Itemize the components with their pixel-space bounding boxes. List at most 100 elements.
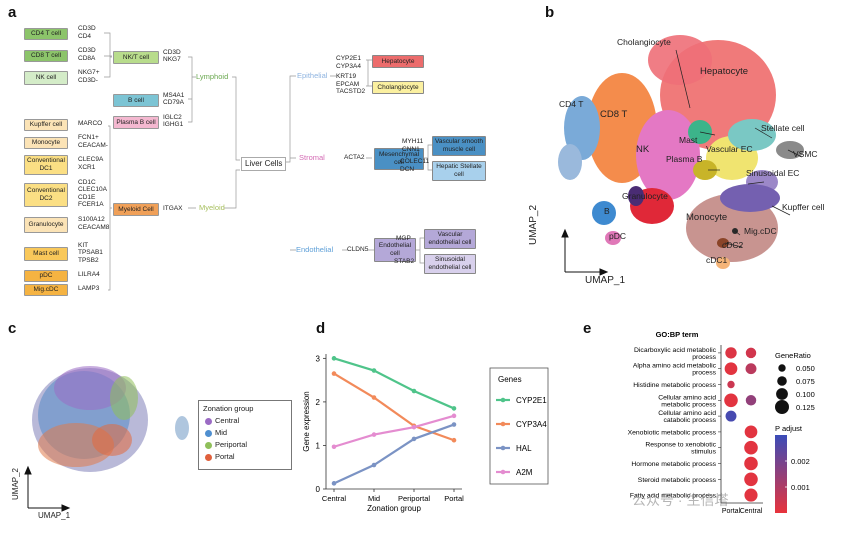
panel-d-letter: d [316, 320, 326, 337]
marker-gene: S100A12 [78, 216, 105, 224]
marker-gene: TPSB2 [78, 256, 99, 264]
cluster-cd4t [564, 96, 600, 160]
celltype-box: Kupffer cell [24, 119, 68, 131]
legend-label: HAL [516, 444, 532, 453]
marker-gene: MGP [396, 235, 411, 242]
go-term-label: catabolic process [663, 417, 716, 424]
celltype-box: CD8 T cell [24, 50, 68, 62]
marker-gene: STAB2 [394, 258, 415, 265]
panel-a-letter: a [8, 4, 17, 21]
marker-gene: TPSAB1 [78, 249, 103, 257]
dotplot-point [744, 472, 758, 487]
cluster-stellate [728, 119, 776, 151]
generatio-legend-label: 0.100 [796, 390, 815, 399]
series-line-hal [333, 423, 455, 485]
x-axis-title: Zonation group [367, 504, 421, 513]
lineage-epithelial: Epithelial [297, 71, 328, 80]
marker-gene: MYH11 [402, 138, 424, 145]
data-point [411, 388, 417, 394]
celltype-box: Endothelial cell [374, 238, 416, 262]
celltype-box: Sinusoidal endothelial cell [424, 254, 476, 274]
generatio-legend-label: 0.050 [796, 364, 815, 373]
umap-cluster-label: CD8 T [600, 109, 628, 120]
marker-gene: EPCAM [336, 80, 360, 88]
x-tick-label: Periportal [398, 494, 430, 503]
cluster-pdc [605, 231, 621, 245]
cluster-kupffer [720, 184, 780, 212]
generatio-legend-dot [776, 388, 788, 400]
umap-cluster-label: Kupffer cell [782, 202, 825, 212]
cluster-cd4t-2 [558, 144, 582, 180]
umap-cluster-label: B [604, 206, 610, 216]
marker-gene: CD3D- [78, 76, 98, 84]
panel-a-connectors [104, 32, 432, 291]
legend-label: Mid [215, 428, 228, 437]
marker-gene: LILRA4 [78, 271, 100, 279]
celltype-box: Hepatocyte [372, 55, 424, 68]
cluster-hepatocyte-2 [648, 35, 712, 85]
lineage-myeloid: Myeloid [199, 203, 225, 212]
marker-gene: CD1C [78, 178, 96, 186]
y-tick-label: 0 [316, 485, 321, 494]
y-tick-label: 1 [316, 441, 321, 450]
generatio-legend-label: 0.125 [796, 403, 815, 412]
dotplot-point [745, 395, 757, 406]
marker-gene: CD3D [163, 48, 181, 56]
panel-e-letter: e [583, 320, 592, 337]
legend-label: Central [215, 416, 240, 425]
legend-label: CYP2E1 [516, 396, 547, 405]
celltype-box: Myeloid Cell [113, 203, 159, 216]
dotplot-point [725, 347, 737, 359]
go-term-label: process [692, 354, 716, 361]
generatio-legend-dot [778, 364, 786, 372]
celltype-box: Mig.cDC [24, 284, 68, 296]
cluster-cdc2 [717, 238, 729, 248]
data-point [371, 432, 377, 437]
marker-gene: KRT19 [336, 73, 357, 80]
marker-gene: CD3D [78, 25, 96, 33]
panel-c-legend-title: Zonation group [203, 404, 254, 413]
panel-c-ylabel: UMAP_2 [11, 467, 20, 500]
umap-cluster-label: CD4 T [559, 99, 584, 109]
umap-cluster-label: Mig.cDC [744, 226, 777, 236]
lineage-endothelial: Endothelial [296, 245, 334, 254]
dotplot-point [745, 347, 757, 359]
go-term-label: Response to xenobiotic [645, 442, 716, 449]
celltype-box: Mast cell [24, 247, 68, 261]
marker-gene: CYP2E1 [336, 55, 361, 62]
umap-cluster-label: Monocyte [686, 212, 728, 223]
go-term-label: Cellular amino acid [658, 394, 716, 401]
panel-d-line-chart: 0 1 2 3 Central Mid Periportal Portal Zonation g… [302, 354, 549, 513]
umap-cluster-label: Plasma B [666, 154, 703, 164]
umap-cluster-label: Stellate cell [761, 123, 805, 133]
generatio-legend-title: GeneRatio [775, 351, 811, 360]
legend-dot [205, 442, 212, 449]
celltype-box: CD4 T cell [24, 28, 68, 40]
celltype-box: Conventional DC2 [24, 183, 68, 207]
zonation-cloud-periportal [110, 376, 138, 420]
data-point [451, 437, 457, 443]
marker-gene: ITGAX [163, 204, 183, 212]
marker-gene: CD8A [78, 54, 96, 62]
data-point [331, 356, 337, 361]
genes-legend-title: Genes [498, 375, 522, 384]
data-point [371, 395, 377, 400]
y-axis-title: Gene expression [302, 391, 311, 451]
series-line-cyp3a4 [333, 372, 455, 442]
umap-cluster-label: NK [636, 144, 650, 155]
marker-gene: IGHG1 [163, 121, 184, 129]
celltype-box: Conventional DC1 [24, 155, 68, 175]
panel-b-xlabel: UMAP_1 [585, 275, 626, 286]
panel-b-letter: b [545, 4, 555, 21]
celltype-box: Plasma B cell [113, 116, 159, 129]
root-node: Liver Cells [241, 157, 287, 171]
dotplot-point [727, 380, 735, 389]
watermark: 公众号 · 生信塔 [632, 492, 729, 508]
genes-legend-box [489, 367, 549, 485]
marker-gene: CYP3A4 [336, 62, 361, 70]
marker-gene: CLEC10A [78, 186, 107, 194]
marker-gene: CD1E [78, 193, 96, 201]
marker-gene: CD79A [163, 99, 184, 107]
marker-gene: KIT [78, 241, 89, 249]
